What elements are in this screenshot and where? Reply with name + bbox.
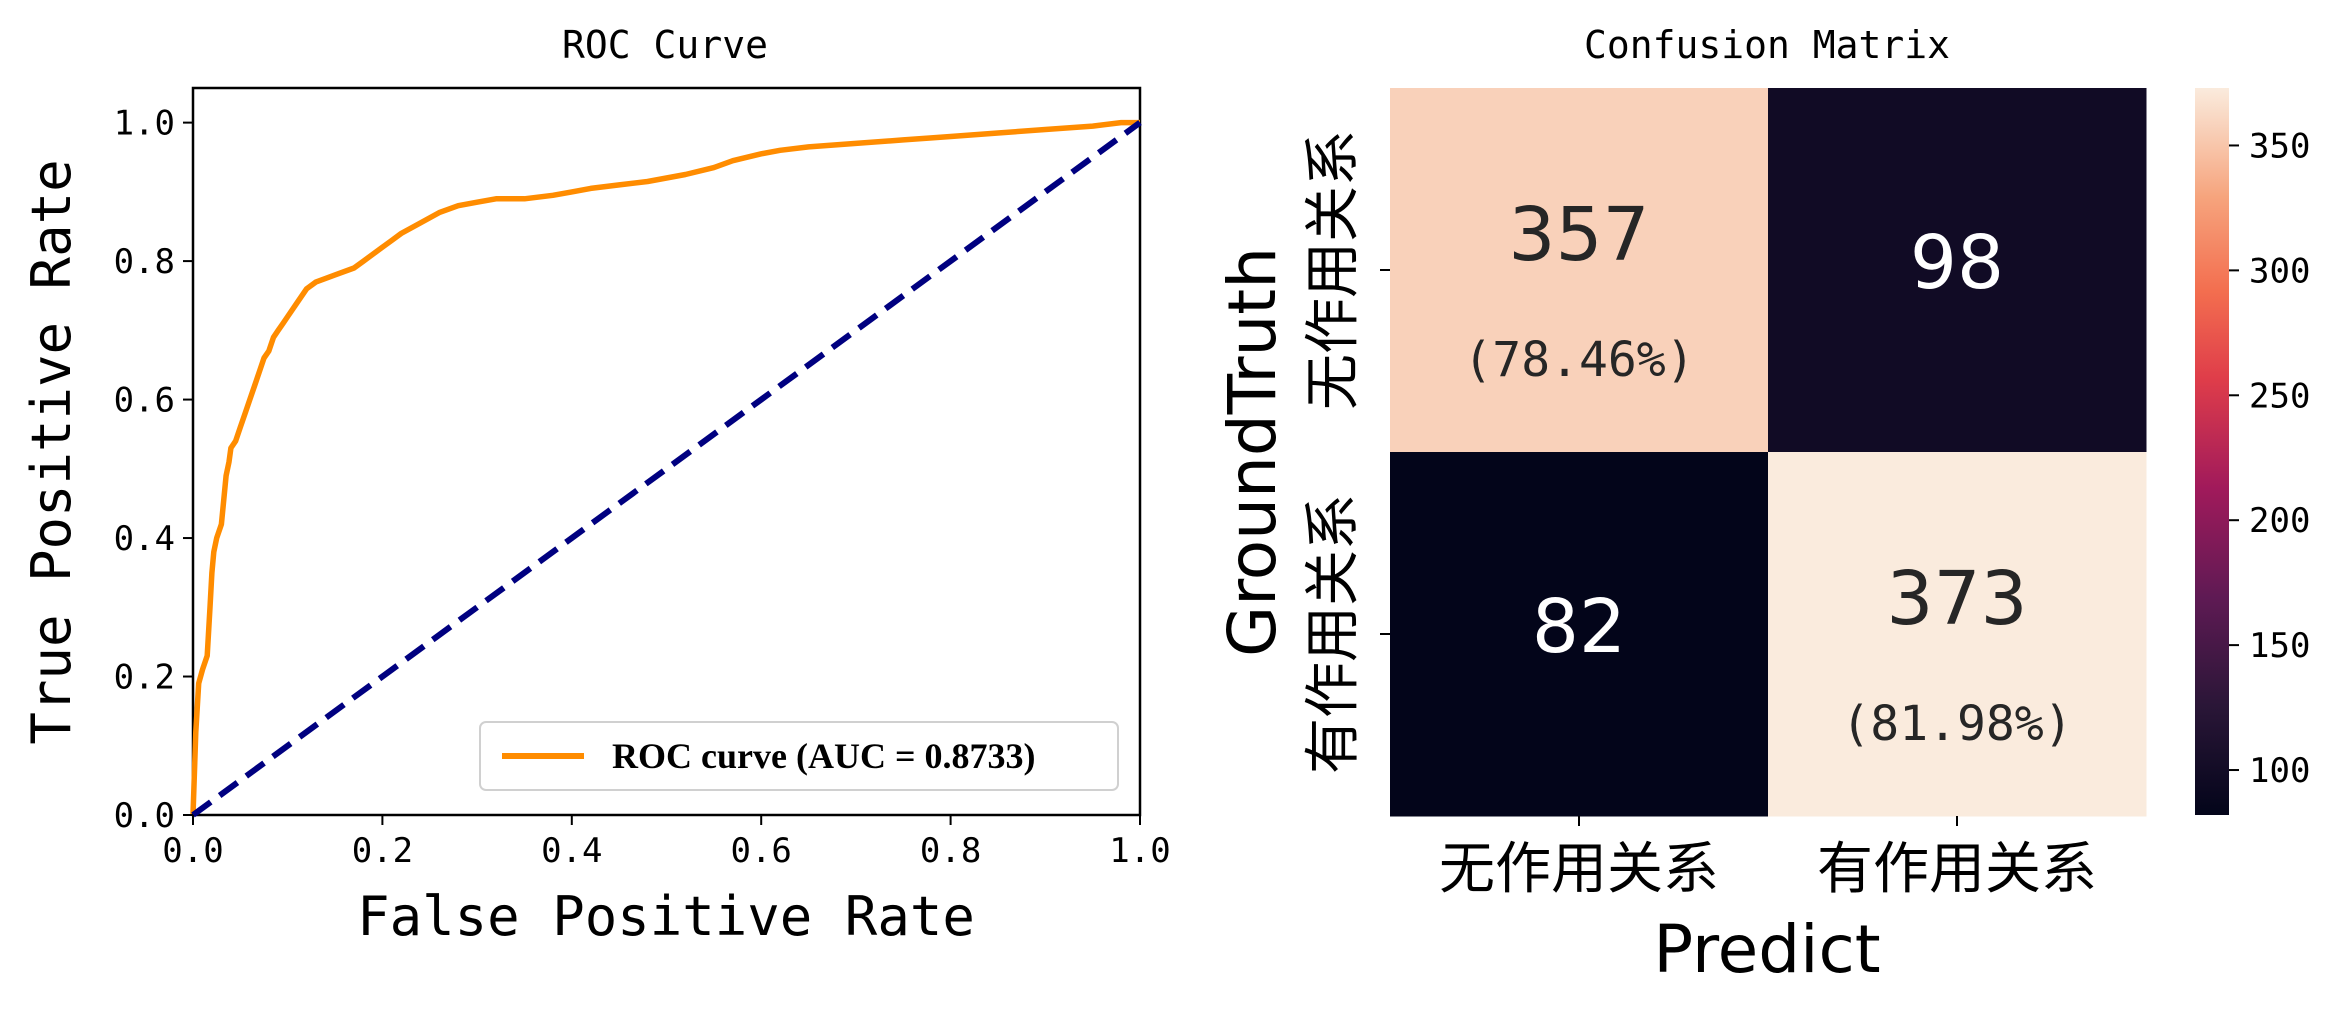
cm-x-tick-label: 无作用关系 — [1439, 837, 1719, 902]
colorbar-tick-label: 350 — [2249, 126, 2310, 166]
colorbar-ticks: 100 150 200 250 300 350 — [2229, 126, 2310, 791]
y-tick-label: 0.4 — [114, 519, 175, 559]
cm-cell-count: 82 — [1532, 584, 1626, 670]
legend-label-roc: ROC curve (AUC = 0.8733) — [612, 736, 1035, 776]
diagonal-reference-line — [191, 120, 1142, 818]
cm-cell — [1768, 88, 2147, 453]
cm-cell-labels: 357 (78.46%) 98 82 373 (81.98%) — [1463, 192, 2072, 752]
roc-y-axis-label: True Positive Rate — [20, 159, 83, 744]
y-tick-label: 1.0 — [114, 104, 175, 144]
colorbar-gradient — [2195, 88, 2229, 815]
x-tick-label: 0.8 — [920, 831, 981, 871]
roc-chart: ROC Curve 0.0 0.2 0.4 0.6 0.8 1.0 0.00.20.40.… — [20, 23, 1171, 948]
roc-series-group — [190, 119, 1142, 818]
roc-title: ROC Curve — [562, 23, 768, 67]
confusion-matrix-chart: Confusion Matrix 357 (78.46%) 98 82 373 (81.9… — [1214, 23, 2310, 988]
cm-y-tick-label: 有作用关系 — [1301, 494, 1366, 774]
roc-axes-frame — [191, 86, 1142, 817]
cm-cell-percent: (81.98%) — [1841, 696, 2072, 752]
cm-cell-percent: (78.46%) — [1463, 332, 1694, 388]
roc-x-ticks: 0.0 0.2 0.4 0.6 0.8 1.0 — [162, 815, 1171, 871]
cm-title: Confusion Matrix — [1584, 23, 1950, 67]
roc-x-axis-label: False Positive Rate — [357, 885, 975, 948]
colorbar-tick-label: 100 — [2249, 751, 2310, 791]
colorbar-tick-label: 150 — [2249, 626, 2310, 666]
cm-y-axis-label: GroundTruth — [1214, 247, 1291, 657]
cm-x-axis-label: Predict — [1653, 911, 1880, 988]
x-tick-label: 0.4 — [541, 831, 602, 871]
cm-cell-count: 98 — [1910, 220, 2004, 306]
x-tick-label: 0.6 — [730, 831, 791, 871]
cm-cell-count: 373 — [1886, 556, 2027, 642]
colorbar-tick-label: 250 — [2249, 376, 2310, 416]
cm-cell-count: 357 — [1508, 192, 1649, 278]
y-tick-label: 0.6 — [114, 381, 175, 421]
colorbar-tick-label: 200 — [2249, 501, 2310, 541]
cm-cells — [1390, 88, 2147, 817]
x-tick-label: 0.2 — [352, 831, 413, 871]
legend-frame — [479, 721, 1119, 791]
x-tick-label: 0.0 — [162, 831, 223, 871]
cm-cell — [1390, 452, 1769, 817]
cm-cell — [1768, 452, 2147, 817]
roc-curve-line — [190, 119, 1140, 816]
roc-y-ticks: 0.0 0.2 0.4 0.6 0.8 1.0 — [114, 104, 193, 836]
cm-x-tick-label: 有作用关系 — [1817, 837, 2097, 902]
y-tick-label: 0.2 — [114, 658, 175, 698]
y-tick-label: 0.8 — [114, 242, 175, 282]
cm-cell — [1390, 88, 1769, 453]
roc-plot-area: 0.0 0.2 0.4 0.6 0.8 1.0 0.0 0.2 0.4 0.6 0.8 1.0 — [114, 86, 1171, 871]
cm-colorbar: 100 150 200 250 300 350 — [2195, 88, 2310, 815]
roc-legend: ROC curve (AUC = 0.8733) — [479, 721, 1119, 791]
cm-y-tick-label: 无作用关系 — [1301, 130, 1366, 410]
y-tick-label: 0.0 — [114, 796, 175, 836]
colorbar-tick-label: 300 — [2249, 251, 2310, 291]
x-tick-label: 1.0 — [1109, 831, 1170, 871]
